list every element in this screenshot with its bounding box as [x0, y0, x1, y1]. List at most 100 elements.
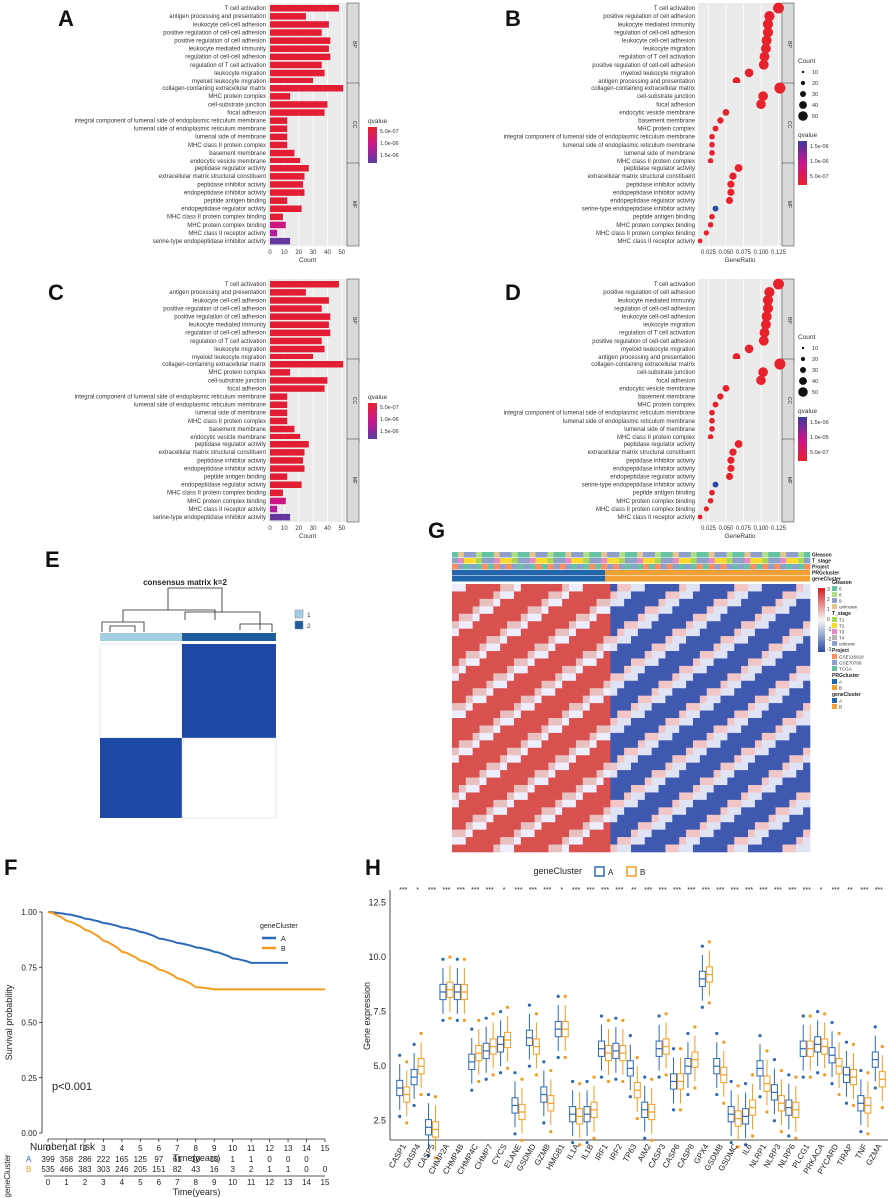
significance-stars: ***: [759, 887, 767, 894]
outlier: [549, 1068, 553, 1073]
heatmap-cell: [803, 770, 811, 778]
heatmap-cell: [775, 770, 783, 778]
heatmap-cell: [555, 837, 563, 845]
heatmap-cell: [741, 628, 749, 637]
heatmap-cell: [665, 740, 673, 749]
heatmap-cell: [768, 606, 776, 615]
heatmap-cell: [527, 680, 535, 689]
heatmap-cell: [741, 762, 749, 771]
term-label: lumenal side of endoplasmic reticulum me…: [563, 143, 696, 149]
bar: [270, 409, 288, 417]
heatmap-cell: [575, 792, 584, 801]
bar: [270, 109, 325, 116]
heatmap-cell: [720, 807, 728, 816]
heatmap-cell: [665, 725, 673, 734]
heatmap-cell: [713, 598, 721, 607]
annotation-track: [457, 564, 465, 570]
heatmap-cell: [452, 732, 460, 741]
outlier: [823, 1073, 827, 1077]
heatmap-cell: [775, 732, 783, 741]
heatmap-cell: [582, 844, 590, 853]
heatmap-cell: [562, 762, 570, 771]
heatmap-cell: [631, 591, 639, 600]
outlier: [398, 1053, 402, 1057]
heatmap-cell: [458, 613, 467, 622]
heatmap-cell: [596, 665, 604, 674]
bar: [270, 385, 325, 392]
heatmap-cell: [569, 725, 577, 734]
heatmap-cell: [603, 822, 611, 830]
heatmap-cell: [507, 777, 515, 786]
heatmap-cell: [720, 829, 728, 838]
heatmap-cell: [575, 673, 584, 682]
bar: [270, 425, 295, 433]
heatmap-cell: [754, 613, 763, 622]
heatmap-cell: [741, 695, 749, 704]
heatmap-cell: [493, 606, 501, 615]
heatmap-cell: [582, 777, 590, 786]
heatmap-cell: [513, 636, 522, 644]
term-label: focal adhesion: [656, 378, 695, 384]
annotation-track: [726, 564, 733, 570]
heatmap-cell: [665, 613, 673, 622]
heatmap-cell: [754, 695, 763, 704]
heatmap-cell: [541, 651, 549, 659]
heatmap-cell: [796, 584, 804, 592]
count-key-dot: [800, 367, 806, 373]
heatmap-cell: [589, 584, 597, 592]
bar: [270, 45, 329, 52]
heatmap-cell: [637, 628, 646, 637]
outlier: [715, 1031, 719, 1036]
track-label: Gleason: [812, 553, 832, 559]
heatmap-cell: [665, 755, 673, 763]
heatmap-cell: [534, 822, 542, 830]
heatmap-cell: [713, 710, 721, 719]
outlier: [837, 1092, 841, 1097]
heatmap-cell: [610, 822, 618, 830]
heatmap-cell: [513, 665, 522, 674]
count-key-dot: [801, 346, 805, 350]
heatmap-cell: [562, 695, 570, 704]
strip-label: CC: [351, 121, 357, 129]
term-label: endopeptidase inhibitor activity: [613, 190, 695, 196]
heatmap-cell: [472, 591, 480, 600]
heatmap-cell: [520, 695, 529, 704]
significance-stars: ***: [803, 887, 811, 894]
heatmap-cell: [569, 636, 577, 644]
heatmap-cell: [458, 643, 467, 652]
bar: [270, 433, 301, 441]
heatmap-cell: [761, 598, 769, 607]
heatmap-cell: [679, 658, 687, 667]
heatmap-cell: [624, 673, 632, 682]
heatmap-cell: [734, 770, 742, 778]
heatmap-cell: [527, 710, 535, 719]
dot: [734, 440, 743, 448]
heatmap-cell: [555, 799, 563, 808]
term-label: MHC class II protein complex: [188, 419, 266, 425]
heatmap-cell: [734, 628, 742, 637]
heatmap-cell: [541, 844, 549, 853]
heatmap-cell: [486, 643, 494, 652]
legend-swatch: [294, 620, 304, 630]
heatmap-cell: [720, 613, 728, 622]
heatmap-cell: [692, 718, 701, 726]
count-key-dot: [800, 91, 806, 97]
heatmap-cell: [575, 651, 584, 659]
bar: [270, 165, 309, 172]
significance-stars: ***: [399, 887, 407, 894]
heatmap-cell: [486, 688, 494, 696]
outlier: [556, 994, 560, 998]
annotation-track: [577, 558, 584, 564]
heatmap-cell: [479, 598, 487, 607]
significance-stars: *: [820, 887, 823, 894]
heatmap-cell: [686, 837, 694, 845]
y-tick: 0.75: [21, 963, 37, 972]
heatmap-cell: [507, 807, 515, 816]
risk-count-a: 286: [78, 1155, 92, 1164]
count-key-dot: [800, 356, 806, 362]
heatmap-cell: [761, 740, 769, 749]
heatmap-cell: [631, 636, 639, 644]
heatmap-cell: [479, 643, 487, 652]
heatmap-cell: [692, 770, 701, 778]
legend-tick: 5.0e-07: [810, 450, 829, 456]
